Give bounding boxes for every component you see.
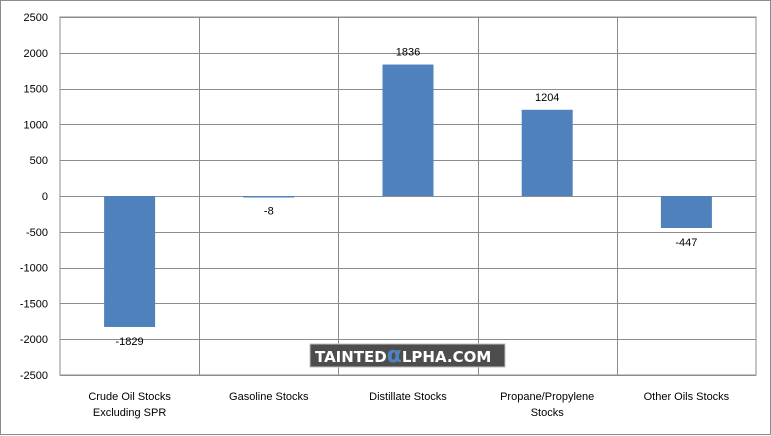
y-tick-label: 1500 [24, 84, 48, 96]
data-label: 1836 [396, 47, 420, 59]
y-tick-label: 2000 [24, 48, 48, 60]
y-axis-ticks: 2500 2000 1500 1000 500 0 -500 -1000 -1500 -2000 -… [20, 12, 48, 382]
watermark-logo: TAINTEDαLPHA.COM [309, 343, 506, 368]
data-label: -447 [675, 237, 697, 249]
y-tick-label: -1000 [20, 263, 48, 275]
category-label: Propane/Propylene Stocks [500, 391, 594, 419]
y-tick-label: 0 [42, 191, 48, 203]
data-label: -8 [264, 206, 274, 218]
category-label: Gasoline Stocks [229, 391, 309, 403]
bar [382, 64, 434, 196]
y-tick-label: 500 [30, 155, 48, 167]
bar [521, 109, 573, 196]
gridlines [59, 16, 757, 376]
watermark-text: TAINTEDαLPHA.COM [315, 343, 491, 368]
y-tick-label: -500 [26, 227, 48, 239]
x-axis-categories: Crude Oil Stocks Excluding SPR Gasoline St… [88, 391, 729, 419]
bars [104, 64, 712, 327]
y-tick-label: -1500 [20, 298, 48, 310]
data-label: -1829 [116, 336, 144, 348]
data-labels: -1829 -8 1836 1204 -447 [116, 47, 698, 348]
y-tick-label: 1000 [24, 119, 48, 131]
category-label: Crude Oil Stocks Excluding SPR [88, 391, 171, 419]
bar [104, 196, 156, 327]
bar [660, 196, 712, 229]
y-tick-label: 2500 [24, 12, 48, 24]
bar [243, 196, 295, 198]
category-label: Other Oils Stocks [644, 391, 730, 403]
y-tick-label: -2500 [20, 370, 48, 382]
category-label: Distillate Stocks [369, 391, 447, 403]
y-tick-label: -2000 [20, 334, 48, 346]
data-label: 1204 [535, 92, 559, 104]
